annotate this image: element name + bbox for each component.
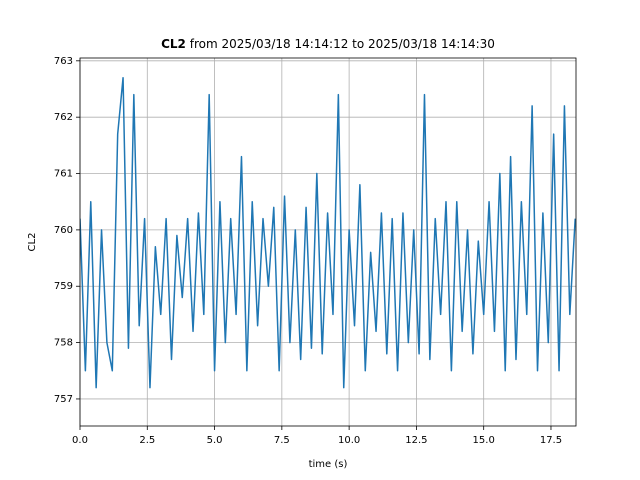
x-tick-label: 10.0: [338, 435, 360, 446]
y-axis-label: CL2: [27, 233, 38, 252]
y-tick-label: 763: [54, 56, 73, 67]
x-tick-label: 5.0: [207, 435, 223, 446]
chart-title: CL2 from 2025/03/18 14:14:12 to 2025/03/…: [161, 37, 495, 51]
y-tick-label: 758: [54, 338, 73, 349]
x-axis-label: time (s): [309, 459, 348, 470]
y-tick-label: 761: [54, 169, 73, 180]
y-tick-label: 762: [54, 112, 73, 123]
y-tick-label: 757: [54, 394, 73, 405]
x-tick-label: 0.0: [72, 435, 88, 446]
title-bold: CL2: [161, 37, 186, 51]
x-tick-label: 7.5: [274, 435, 290, 446]
x-tick-label: 12.5: [405, 435, 427, 446]
y-tick-label: 759: [54, 281, 73, 292]
data-line: [80, 76, 576, 389]
x-tick-label: 15.0: [473, 435, 495, 446]
plot-frame: [79, 57, 577, 427]
x-tick-label: 17.5: [540, 435, 562, 446]
x-tick-label: 2.5: [139, 435, 155, 446]
y-tick-label: 760: [54, 225, 73, 236]
title-text: from 2025/03/18 14:14:12 to 2025/03/18 1…: [190, 37, 495, 51]
